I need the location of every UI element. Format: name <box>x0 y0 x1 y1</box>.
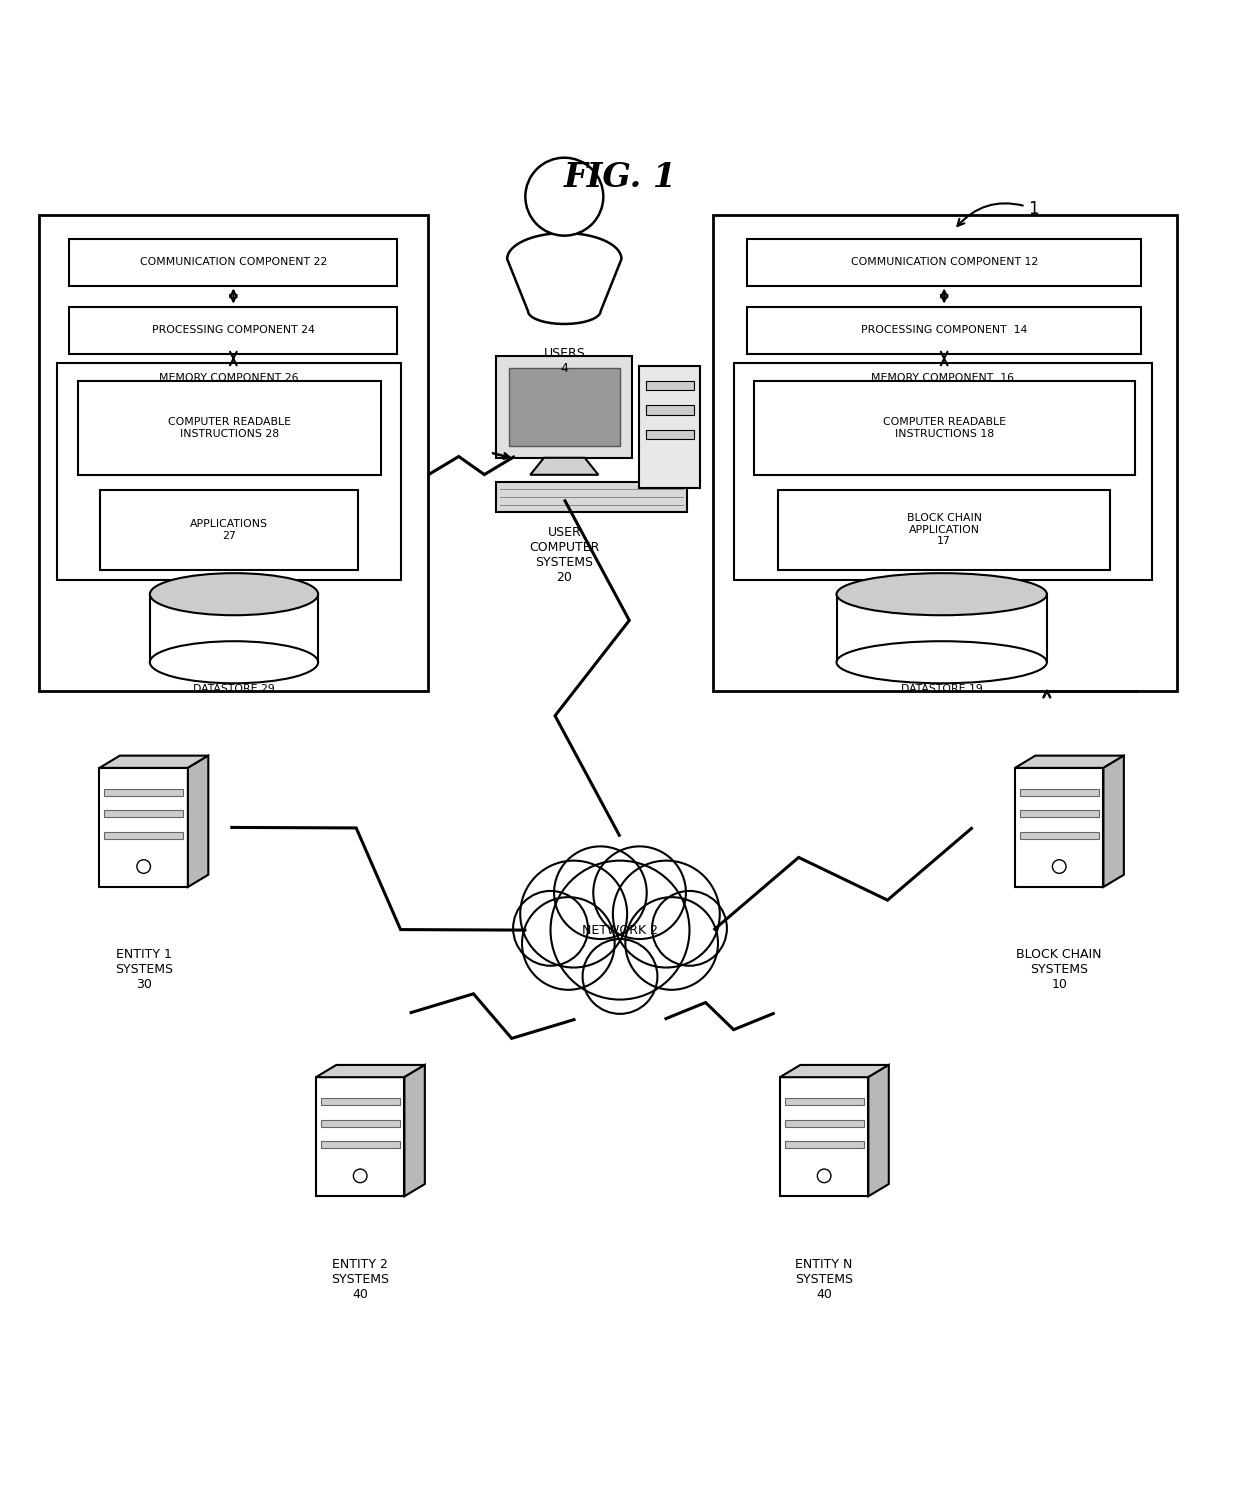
FancyBboxPatch shape <box>496 356 632 457</box>
FancyBboxPatch shape <box>646 381 693 390</box>
Circle shape <box>1053 859 1066 874</box>
Bar <box>837 595 1047 662</box>
Text: COMPUTER READABLE
INSTRUCTIONS 28: COMPUTER READABLE INSTRUCTIONS 28 <box>169 417 291 439</box>
Text: DATASTORE 29: DATASTORE 29 <box>193 684 275 695</box>
FancyBboxPatch shape <box>646 430 693 439</box>
Bar <box>57 363 401 580</box>
Polygon shape <box>99 756 208 768</box>
Bar <box>78 381 381 475</box>
Bar <box>713 215 1177 692</box>
Polygon shape <box>531 457 599 475</box>
Circle shape <box>521 861 627 968</box>
Bar <box>734 363 1152 580</box>
Bar <box>321 1098 399 1106</box>
Text: USER
COMPUTER
SYSTEMS
20: USER COMPUTER SYSTEMS 20 <box>529 526 599 584</box>
Bar <box>99 768 188 887</box>
FancyBboxPatch shape <box>646 405 693 415</box>
Bar <box>104 832 184 838</box>
Bar <box>321 1141 399 1147</box>
Text: NETWORK 2: NETWORK 2 <box>582 923 658 937</box>
FancyBboxPatch shape <box>508 368 620 445</box>
Bar <box>150 595 319 662</box>
Text: ENTITY N
SYSTEMS
40: ENTITY N SYSTEMS 40 <box>795 1258 853 1300</box>
FancyBboxPatch shape <box>639 366 701 489</box>
Text: ENTITY 2
SYSTEMS
40: ENTITY 2 SYSTEMS 40 <box>331 1258 389 1300</box>
Text: PROCESSING COMPONENT  14: PROCESSING COMPONENT 14 <box>861 326 1027 335</box>
Text: ENTITY 1
SYSTEMS
30: ENTITY 1 SYSTEMS 30 <box>114 949 172 991</box>
Text: COMMUNICATION COMPONENT 22: COMMUNICATION COMPONENT 22 <box>140 257 327 267</box>
Ellipse shape <box>837 574 1047 616</box>
Bar <box>69 306 397 354</box>
Bar <box>748 239 1141 285</box>
Text: USERS
4: USERS 4 <box>543 347 585 375</box>
Text: MEMORY COMPONENT 26: MEMORY COMPONENT 26 <box>159 374 299 384</box>
Bar <box>38 215 428 692</box>
Polygon shape <box>1016 756 1123 768</box>
Ellipse shape <box>150 641 319 683</box>
Text: COMMUNICATION COMPONENT 12: COMMUNICATION COMPONENT 12 <box>851 257 1038 267</box>
Circle shape <box>593 847 686 940</box>
Bar <box>779 490 1110 571</box>
Bar <box>104 810 184 817</box>
Circle shape <box>551 861 689 999</box>
Circle shape <box>526 158 604 236</box>
Bar <box>321 1119 399 1126</box>
Bar <box>748 306 1141 354</box>
Circle shape <box>136 859 150 874</box>
Bar <box>785 1119 863 1126</box>
Polygon shape <box>1104 756 1123 887</box>
Circle shape <box>353 1168 367 1183</box>
Bar <box>754 381 1135 475</box>
FancyBboxPatch shape <box>496 481 687 512</box>
Bar <box>785 1098 863 1106</box>
Polygon shape <box>188 756 208 887</box>
Polygon shape <box>868 1065 889 1197</box>
Circle shape <box>554 847 647 940</box>
Ellipse shape <box>837 641 1047 683</box>
Text: PROCESSING COMPONENT 24: PROCESSING COMPONENT 24 <box>153 326 315 335</box>
Polygon shape <box>316 1065 425 1077</box>
Text: BLOCK CHAIN
APPLICATION
17: BLOCK CHAIN APPLICATION 17 <box>906 514 982 547</box>
Text: 1: 1 <box>957 200 1039 226</box>
Polygon shape <box>404 1065 425 1197</box>
Circle shape <box>613 861 719 968</box>
Bar <box>785 1141 863 1147</box>
Text: BLOCK CHAIN
SYSTEMS
10: BLOCK CHAIN SYSTEMS 10 <box>1017 949 1102 991</box>
Polygon shape <box>780 1065 889 1077</box>
Bar <box>1019 810 1099 817</box>
Text: COMPUTER READABLE
INSTRUCTIONS 18: COMPUTER READABLE INSTRUCTIONS 18 <box>883 417 1006 439</box>
Bar <box>104 789 184 796</box>
Text: MEMORY COMPONENT  16: MEMORY COMPONENT 16 <box>872 374 1014 384</box>
Bar <box>780 1077 868 1197</box>
Text: FIG. 1: FIG. 1 <box>563 161 677 194</box>
Bar <box>69 239 397 285</box>
Circle shape <box>522 898 615 991</box>
Bar <box>1019 789 1099 796</box>
Bar <box>1019 832 1099 838</box>
Circle shape <box>817 1168 831 1183</box>
Circle shape <box>583 940 657 1014</box>
Bar <box>1016 768 1104 887</box>
Ellipse shape <box>150 574 319 616</box>
Circle shape <box>652 890 727 965</box>
Circle shape <box>513 890 588 965</box>
Text: APPLICATIONS
27: APPLICATIONS 27 <box>190 518 268 541</box>
Circle shape <box>625 898 718 991</box>
Polygon shape <box>507 233 621 324</box>
Bar <box>100 490 357 571</box>
Text: DATASTORE 19: DATASTORE 19 <box>900 684 982 695</box>
Bar <box>316 1077 404 1197</box>
